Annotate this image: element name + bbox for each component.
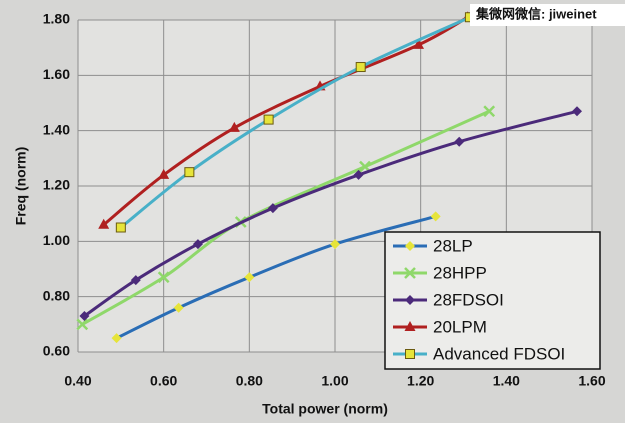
marker — [76, 318, 89, 331]
y-tick-label: 1.20 — [43, 177, 70, 193]
marker — [173, 302, 184, 313]
marker — [405, 295, 415, 305]
y-axis-label: Freq (norm) — [13, 147, 29, 226]
marker — [263, 114, 274, 125]
marker — [572, 106, 583, 117]
marker — [483, 105, 496, 118]
x-tick-label: 0.80 — [236, 373, 263, 389]
x-tick-label: 1.20 — [407, 373, 434, 389]
x-axis-label: Total power (norm) — [262, 401, 388, 417]
x-tick-label: 0.40 — [64, 373, 91, 389]
y-tick-label: 1.00 — [43, 232, 70, 248]
marker — [413, 38, 425, 49]
y-tick-label: 1.60 — [43, 66, 70, 82]
legend-label: 28HPP — [433, 263, 487, 282]
watermark-box — [470, 4, 625, 26]
marker — [111, 333, 122, 344]
marker — [244, 272, 255, 283]
marker — [98, 218, 110, 229]
marker — [404, 321, 416, 331]
marker — [330, 239, 340, 250]
marker — [228, 121, 240, 132]
marker — [267, 203, 278, 214]
y-tick-label: 0.80 — [43, 287, 70, 303]
legend-label: 20LPM — [433, 317, 487, 336]
marker — [405, 241, 415, 251]
legend-label: 28FDSOI — [433, 290, 504, 309]
marker — [404, 267, 416, 279]
y-tick-label: 1.40 — [43, 121, 70, 137]
watermark: 集微网微信: jiweinet — [475, 6, 597, 21]
marker — [405, 349, 415, 359]
legend: 28LP 28HPP 28FDSOI 20LPM Advanced FDSOI — [384, 231, 601, 370]
marker — [130, 275, 141, 286]
marker — [158, 168, 170, 179]
marker — [184, 167, 195, 178]
marker — [115, 222, 126, 233]
series-line — [115, 214, 437, 340]
marker — [79, 311, 90, 322]
series-group — [76, 11, 583, 344]
y-tick-label: 1.80 — [43, 11, 70, 27]
legend-label: 28LP — [433, 236, 473, 255]
marker — [430, 211, 441, 222]
marker — [353, 169, 364, 180]
marker — [355, 62, 366, 73]
marker — [157, 271, 170, 284]
series-line — [83, 109, 578, 318]
legend-label: Advanced FDSOI — [433, 344, 565, 363]
y-tick-label: 0.60 — [43, 343, 70, 359]
x-tick-label: 1.40 — [493, 373, 520, 389]
marker — [454, 136, 465, 147]
x-tick-label: 1.60 — [578, 373, 605, 389]
x-tick-label: 0.60 — [150, 373, 177, 389]
marker — [192, 239, 203, 250]
x-tick-label: 1.00 — [321, 373, 348, 389]
